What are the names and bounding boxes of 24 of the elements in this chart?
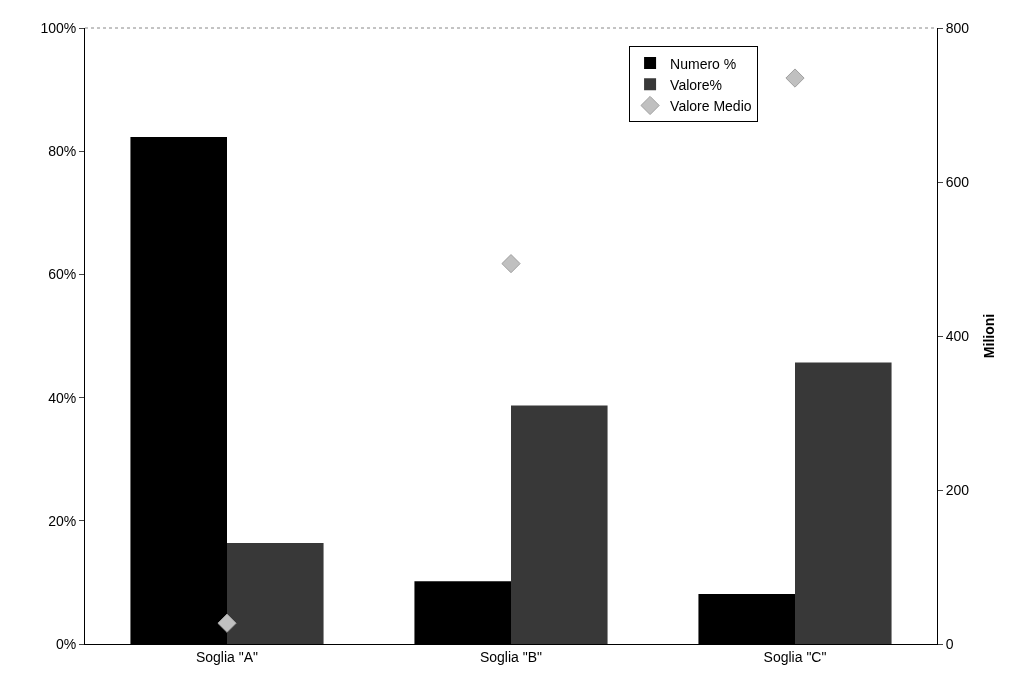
legend-label: Valore Medio bbox=[670, 97, 752, 114]
y2-tick-label: 200 bbox=[945, 481, 970, 498]
y-tick-label: 60% bbox=[48, 266, 77, 283]
x-tick-label: Soglia "B" bbox=[479, 648, 543, 665]
y-tick-label: 80% bbox=[48, 143, 77, 160]
y2-axis-title: Milioni bbox=[980, 313, 997, 359]
y2-tick-label: 0 bbox=[945, 635, 954, 652]
legend-label: Numero % bbox=[670, 55, 737, 72]
y2-tick-label: 800 bbox=[945, 19, 970, 36]
point bbox=[501, 254, 521, 274]
x-tick-label: Soglia "C" bbox=[763, 648, 827, 665]
y-tick-label: 20% bbox=[48, 512, 77, 529]
y2-tick-label: 600 bbox=[945, 173, 970, 190]
point bbox=[785, 68, 805, 88]
bar bbox=[227, 542, 324, 644]
legend-label: Valore% bbox=[670, 76, 722, 93]
y-tick-label: 40% bbox=[48, 389, 77, 406]
bar bbox=[511, 405, 608, 644]
y-tick-label: 100% bbox=[40, 19, 77, 36]
y2-tick-label: 400 bbox=[945, 327, 970, 344]
x-tick-label: Soglia "A" bbox=[195, 648, 259, 665]
bar bbox=[795, 362, 892, 644]
point bbox=[217, 613, 237, 633]
y-tick-label: 0% bbox=[55, 635, 77, 652]
